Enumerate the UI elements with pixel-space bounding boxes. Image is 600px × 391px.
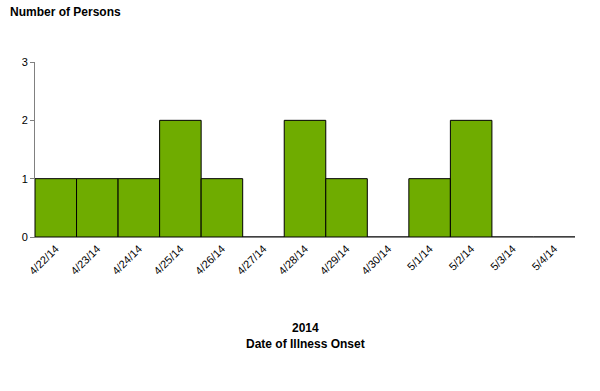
svg-text:1: 1 [22, 173, 28, 185]
svg-text:4/24/14: 4/24/14 [110, 243, 144, 277]
svg-text:5/2/14: 5/2/14 [446, 243, 476, 273]
svg-text:4/27/14: 4/27/14 [234, 243, 268, 277]
svg-text:4/26/14: 4/26/14 [193, 243, 227, 277]
svg-text:2: 2 [22, 114, 28, 126]
svg-text:3: 3 [22, 56, 28, 68]
svg-text:2014Date of Illness Onset: 2014Date of Illness Onset [246, 321, 365, 351]
svg-text:4/29/14: 4/29/14 [317, 243, 351, 277]
svg-text:4/30/14: 4/30/14 [359, 243, 393, 277]
svg-text:Number of Persons: Number of Persons [10, 5, 121, 19]
svg-text:5/1/14: 5/1/14 [405, 243, 435, 273]
svg-text:4/23/14: 4/23/14 [68, 243, 102, 277]
svg-text:5/4/14: 5/4/14 [529, 243, 559, 273]
svg-text:4/22/14: 4/22/14 [27, 243, 61, 277]
svg-text:5/3/14: 5/3/14 [488, 243, 518, 273]
svg-text:4/28/14: 4/28/14 [276, 243, 310, 277]
svg-text:4/25/14: 4/25/14 [151, 243, 185, 277]
svg-text:0: 0 [22, 231, 28, 243]
